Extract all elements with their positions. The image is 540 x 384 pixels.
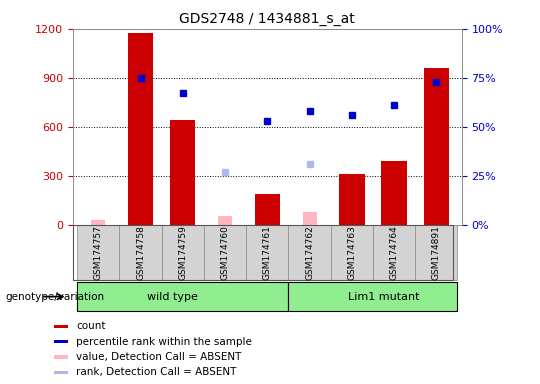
Text: GSM174761: GSM174761 xyxy=(263,225,272,280)
Bar xyxy=(255,194,280,225)
Text: wild type: wild type xyxy=(147,291,198,302)
Bar xyxy=(218,217,232,225)
Bar xyxy=(128,33,153,225)
Bar xyxy=(339,174,364,225)
Title: GDS2748 / 1434881_s_at: GDS2748 / 1434881_s_at xyxy=(179,12,355,26)
Text: rank, Detection Call = ABSENT: rank, Detection Call = ABSENT xyxy=(76,367,237,377)
Bar xyxy=(204,225,246,280)
Text: count: count xyxy=(76,321,106,331)
Bar xyxy=(424,68,449,225)
Text: GSM174891: GSM174891 xyxy=(432,225,441,280)
Bar xyxy=(54,371,68,374)
Text: GSM174758: GSM174758 xyxy=(136,225,145,280)
Text: Lim1 mutant: Lim1 mutant xyxy=(348,291,419,302)
Bar xyxy=(373,225,415,280)
Text: GSM174764: GSM174764 xyxy=(389,225,399,280)
Bar xyxy=(246,225,288,280)
Text: genotype/variation: genotype/variation xyxy=(5,291,105,302)
Bar xyxy=(381,161,407,225)
Bar xyxy=(161,225,204,280)
Text: value, Detection Call = ABSENT: value, Detection Call = ABSENT xyxy=(76,352,241,362)
Bar xyxy=(91,220,105,225)
Bar xyxy=(330,225,373,280)
Text: percentile rank within the sample: percentile rank within the sample xyxy=(76,337,252,347)
Text: GSM174762: GSM174762 xyxy=(305,225,314,280)
Bar xyxy=(54,324,68,328)
Bar xyxy=(288,225,330,280)
Bar xyxy=(119,225,161,280)
Bar xyxy=(77,282,288,311)
Text: GSM174760: GSM174760 xyxy=(220,225,230,280)
Bar xyxy=(170,120,195,225)
Bar xyxy=(288,282,457,311)
Bar xyxy=(54,355,68,359)
Bar xyxy=(54,340,68,343)
Bar xyxy=(77,225,119,280)
Text: GSM174759: GSM174759 xyxy=(178,225,187,280)
Bar xyxy=(415,225,457,280)
Text: GSM174757: GSM174757 xyxy=(94,225,103,280)
Text: GSM174763: GSM174763 xyxy=(347,225,356,280)
Bar xyxy=(302,212,316,225)
